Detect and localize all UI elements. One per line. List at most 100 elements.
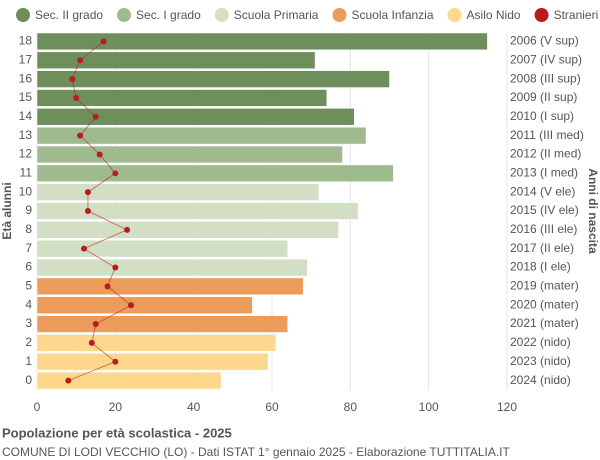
bar — [36, 221, 339, 239]
point — [77, 57, 84, 64]
y2-tick-label: 2023 (nido) — [510, 354, 571, 368]
point — [65, 377, 72, 384]
y-tick-label: 3 — [25, 316, 32, 330]
bar — [36, 258, 308, 277]
y2-tick-label: 2008 (III sup) — [510, 71, 581, 85]
point — [124, 226, 131, 233]
point — [112, 170, 119, 177]
bar — [36, 296, 253, 314]
y-tick-label: 14 — [19, 109, 33, 123]
y-tick-label: 8 — [25, 222, 32, 236]
y-tick-label: 9 — [25, 203, 32, 217]
y2-tick-label: 2016 (III ele) — [510, 222, 577, 236]
y-tick-label: 5 — [25, 279, 32, 293]
legend-label: Scuola Infanzia — [351, 8, 433, 22]
legend-label: Sec. I grado — [136, 8, 201, 22]
point — [100, 38, 107, 45]
point — [96, 151, 103, 158]
bar — [36, 164, 394, 182]
y2-tick-label: 2021 (mater) — [510, 316, 579, 330]
x-tick-label: 40 — [187, 400, 201, 414]
legend-marker — [117, 8, 132, 22]
y2-tick-label: 2007 (IV sup) — [510, 52, 582, 66]
y-tick-label: 11 — [20, 165, 33, 179]
point — [84, 189, 91, 196]
bar — [36, 334, 277, 352]
y2-tick-label: 2019 (mater) — [510, 279, 579, 293]
point — [92, 113, 99, 120]
y-tick-label: 7 — [25, 241, 32, 255]
chart-subtitle: COMUNE DI LODI VECCHIO (LO) - Dati ISTAT… — [2, 445, 511, 459]
y2-axis-label: Anni di nascita — [586, 168, 600, 254]
point — [88, 339, 95, 346]
legend-marker — [332, 8, 347, 22]
y-tick-label: 15 — [19, 90, 33, 104]
x-tick-label: 0 — [34, 400, 41, 414]
point — [92, 321, 99, 328]
y2-tick-label: 2015 (IV ele) — [510, 203, 579, 217]
y2-tick-label: 2013 (I med) — [510, 165, 578, 179]
y-tick-label: 17 — [19, 52, 33, 66]
y2-tick-label: 2012 (II med) — [510, 147, 581, 161]
x-tick-label: 20 — [109, 400, 123, 414]
y-tick-label: 4 — [25, 297, 32, 311]
x-tick-label: 100 — [419, 400, 439, 414]
y2-tick-label: 2006 (V sup) — [510, 34, 579, 48]
point — [81, 245, 87, 252]
legend-label: Sec. II grado — [35, 8, 103, 22]
y-tick-label: 1 — [25, 354, 32, 368]
y-axis-label: Età alunni — [0, 182, 14, 239]
y2-tick-label: 2017 (II ele) — [510, 241, 574, 255]
y2-tick-label: 2020 (mater) — [510, 297, 579, 311]
legend-marker — [214, 8, 229, 22]
point — [104, 283, 111, 290]
bar — [36, 108, 355, 126]
y-tick-label: 13 — [19, 128, 33, 142]
legend-label: Scuola Primaria — [234, 8, 319, 22]
point — [73, 94, 80, 101]
point — [128, 302, 134, 309]
y-tick-label: 12 — [19, 147, 33, 161]
chart-title: Popolazione per età scolastica - 2025 — [2, 425, 232, 440]
point — [84, 208, 91, 214]
y-tick-label: 0 — [25, 373, 32, 387]
legend-label: Asilo Nido — [467, 8, 521, 22]
y-tick-label: 16 — [19, 71, 33, 85]
bar — [36, 32, 488, 51]
x-tick-label: 120 — [497, 400, 517, 414]
y2-tick-label: 2022 (nido) — [510, 335, 571, 349]
y2-tick-label: 2014 (V ele) — [510, 184, 575, 198]
bar — [36, 371, 222, 390]
legend-label: Stranieri — [554, 8, 599, 22]
y2-tick-label: 2011 (III med) — [510, 128, 584, 142]
legend-marker — [447, 8, 462, 22]
point — [69, 76, 76, 83]
y-tick-label: 6 — [25, 260, 32, 274]
bar — [36, 353, 269, 371]
x-tick-label: 80 — [344, 400, 358, 414]
y-tick-label: 18 — [19, 34, 33, 48]
x-tick-label: 60 — [265, 400, 279, 414]
y2-tick-label: 2009 (II sup) — [510, 90, 577, 104]
bar — [36, 315, 288, 333]
point — [77, 132, 84, 139]
y-tick-label: 2 — [25, 335, 32, 349]
bar — [36, 145, 343, 164]
y2-tick-label: 2018 (I ele) — [510, 260, 571, 274]
point — [112, 358, 119, 365]
y-tick-label: 10 — [19, 184, 33, 198]
bar — [36, 126, 367, 145]
y2-tick-label: 2024 (nido) — [510, 373, 571, 387]
bar — [36, 202, 359, 220]
bar — [36, 70, 390, 88]
bar — [36, 183, 320, 201]
legend-marker — [16, 8, 30, 22]
bar — [36, 240, 288, 258]
y2-tick-label: 2010 (I sup) — [510, 109, 574, 123]
legend-marker — [534, 8, 549, 22]
bar — [36, 277, 304, 296]
bar — [36, 51, 316, 69]
bar — [36, 89, 328, 107]
point — [112, 264, 119, 271]
